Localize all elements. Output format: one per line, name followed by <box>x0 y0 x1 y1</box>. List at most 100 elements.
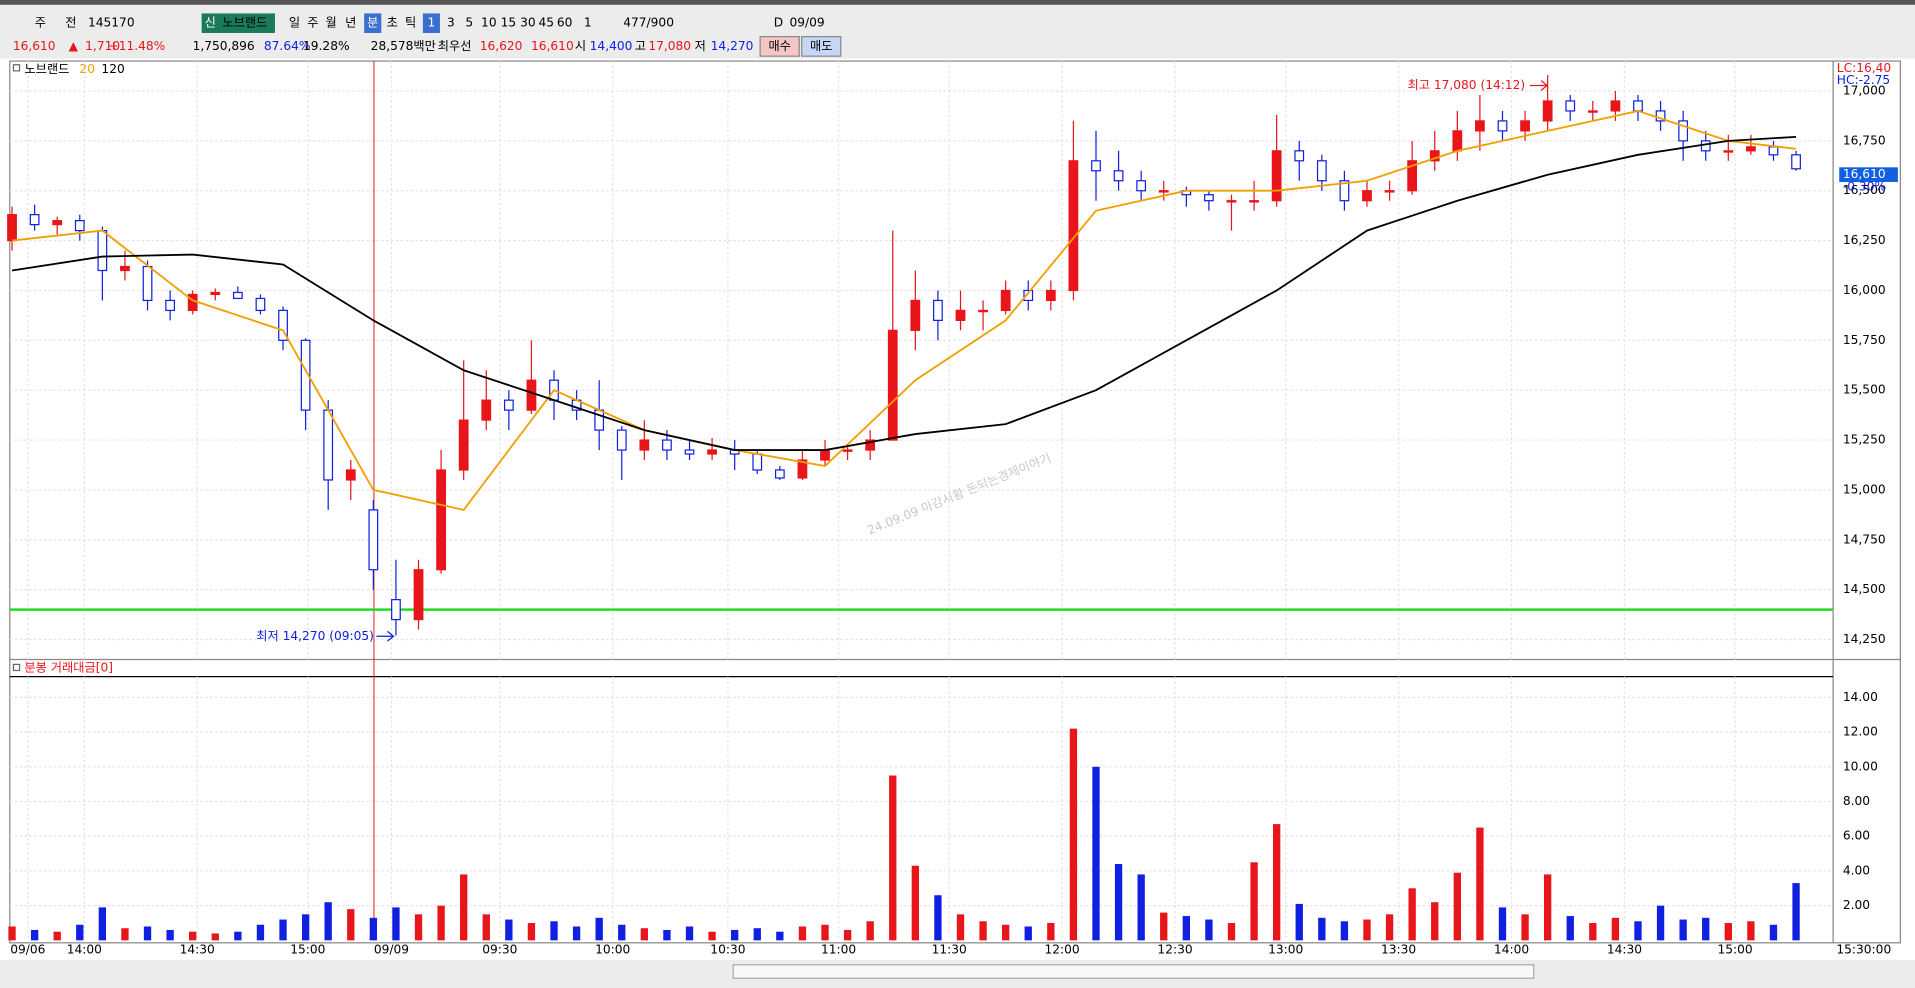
candle-body <box>842 449 853 452</box>
quote-item: 28,578백만 <box>371 39 436 53</box>
candle-body <box>662 439 672 451</box>
quote-item[interactable]: 매도 <box>810 39 832 53</box>
candle-body <box>887 329 898 441</box>
candle-body <box>910 299 921 331</box>
candle-body <box>458 419 469 471</box>
candle-body <box>1542 100 1553 122</box>
candle-body <box>368 509 379 571</box>
volume-bar <box>8 926 16 941</box>
toolbar-item[interactable]: 월 <box>326 16 337 30</box>
toolbar-item[interactable]: 초 <box>387 16 398 30</box>
trade-button[interactable] <box>801 36 842 57</box>
toolbar-item[interactable]: 477/900 <box>623 16 674 30</box>
toolbar-item[interactable]: 145170 <box>88 16 135 30</box>
volume-bar <box>347 909 355 941</box>
y2-tick-label: 14.00 <box>1843 690 1878 704</box>
toolbar-item[interactable]: 틱 <box>405 16 416 30</box>
y-tick-label: 15,000 <box>1843 482 1886 496</box>
volume-bar <box>279 919 287 941</box>
candle-body <box>1045 289 1056 302</box>
x-tick-label: 13:30 <box>1381 943 1416 957</box>
y-tick-label: 14,500 <box>1843 582 1886 596</box>
y-tick-label: 14,750 <box>1843 532 1886 546</box>
candle-body <box>1497 120 1508 132</box>
volume-bar <box>1363 919 1371 941</box>
candle-body <box>1768 146 1779 156</box>
toolbar-item[interactable]: 1 <box>428 16 436 30</box>
toolbar-item[interactable]: 30 <box>520 16 536 30</box>
toolbar-item[interactable]: 년 <box>345 16 356 30</box>
volume-bar <box>821 924 829 941</box>
volume-bar <box>1385 914 1394 941</box>
quote-item: ▲ <box>69 39 79 53</box>
volume-bar <box>1792 883 1800 941</box>
volume-bar <box>1769 924 1778 941</box>
volume-bar <box>211 933 219 941</box>
toolbar-item[interactable]: 1 <box>584 16 592 30</box>
candle-body <box>97 230 108 272</box>
candle-body <box>1023 289 1034 302</box>
x-tick-label: 10:00 <box>595 943 630 957</box>
volume-bar <box>1611 917 1620 941</box>
toolbar-item[interactable]: 신 <box>205 16 216 30</box>
trade-button[interactable] <box>759 36 800 57</box>
volume-bar <box>1476 827 1484 941</box>
x-tick-label: 15:00 <box>290 943 325 957</box>
candle-body <box>774 469 785 479</box>
x-tick-label: 14:30 <box>1607 943 1642 957</box>
toolbar-item[interactable]: 주 <box>35 16 46 30</box>
volume-bar <box>572 926 581 941</box>
volume-bar <box>1634 921 1642 941</box>
volume-bar <box>1227 923 1236 941</box>
y-tick-label: 17,000 <box>1843 83 1886 97</box>
toolbar-item[interactable]: 일 <box>289 16 300 30</box>
toolbar-item[interactable]: 분 <box>367 16 378 30</box>
lc-label: LC:16,40 <box>1837 61 1891 75</box>
x-tick-label: 13:00 <box>1268 943 1303 957</box>
candle-body <box>187 293 198 312</box>
low-arrow <box>376 630 395 642</box>
quote-item: 16,610 <box>531 39 574 53</box>
last-price-box <box>1839 167 1898 182</box>
candle-body <box>1475 120 1485 132</box>
toolbar-item[interactable]: 60 <box>557 16 573 30</box>
candle-body <box>1791 154 1801 170</box>
toolbar-item[interactable]: 주 <box>307 16 318 30</box>
candle-body <box>300 339 311 411</box>
volume-bar <box>234 931 242 941</box>
scroll-thumb[interactable] <box>732 964 1535 979</box>
volume-bar <box>1679 919 1687 941</box>
volume-bar <box>663 929 671 941</box>
volume-bar <box>1160 912 1168 941</box>
candle-body <box>1407 160 1418 192</box>
toolbar-item[interactable]: D <box>774 16 783 30</box>
candle-body <box>1723 150 1734 153</box>
candle-body <box>933 299 943 321</box>
volume-bar <box>843 929 852 941</box>
volume-bar <box>369 917 378 941</box>
candle-body <box>1316 160 1327 182</box>
volume-bar <box>392 907 400 941</box>
toolbar-item[interactable]: 5 <box>465 16 473 30</box>
quote-item[interactable]: 매수 <box>768 39 790 53</box>
volume-bar <box>1453 872 1461 941</box>
volume-bar <box>979 921 987 941</box>
y2-tick-label: 10.00 <box>1843 759 1878 773</box>
legend-item: 20 <box>79 62 95 76</box>
toolbar-item[interactable]: 노브랜드 <box>222 16 267 30</box>
candle-body <box>165 299 176 312</box>
toolbar-item[interactable]: 전 <box>65 16 76 30</box>
toolbar-item[interactable]: 15 <box>501 16 517 30</box>
candle-body <box>1204 194 1214 202</box>
moving-average <box>11 109 1797 511</box>
toolbar-item[interactable]: 09/09 <box>789 16 824 30</box>
volume-bar <box>776 931 784 941</box>
toolbar-item[interactable]: 3 <box>447 16 455 30</box>
volume-bar <box>1747 921 1755 941</box>
quote-item: 87.64% <box>264 39 311 53</box>
volume-bar <box>1295 903 1303 941</box>
toolbar-item[interactable]: 10 <box>481 16 497 30</box>
toolbar-item[interactable]: 45 <box>539 16 555 30</box>
